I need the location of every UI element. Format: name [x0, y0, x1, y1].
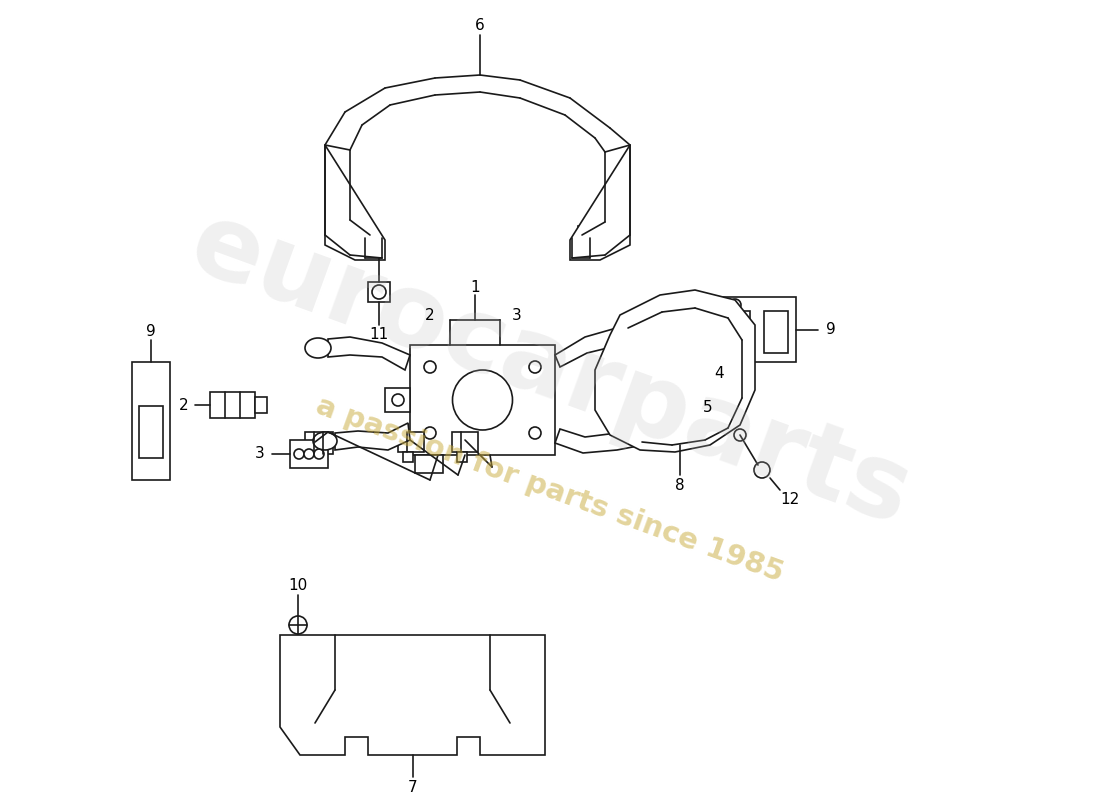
Text: 9: 9 [826, 322, 836, 337]
Text: 12: 12 [780, 493, 800, 507]
Bar [578, 226, 590, 248]
Text: 9: 9 [146, 325, 156, 339]
Polygon shape [638, 392, 676, 422]
Circle shape [452, 370, 513, 430]
Circle shape [289, 616, 307, 634]
Text: 3: 3 [512, 307, 521, 322]
Circle shape [754, 462, 770, 478]
Text: a passion for parts since 1985: a passion for parts since 1985 [312, 392, 788, 588]
Text: eurocarparts: eurocarparts [176, 193, 924, 547]
Circle shape [529, 427, 541, 439]
Bar [415, 455, 443, 473]
Circle shape [652, 399, 668, 415]
Bar [368, 282, 390, 302]
Text: 3: 3 [255, 446, 265, 462]
Circle shape [424, 361, 436, 373]
Polygon shape [595, 290, 755, 452]
Ellipse shape [640, 427, 666, 447]
Text: 11: 11 [370, 327, 388, 342]
Text: 10: 10 [288, 578, 308, 593]
Polygon shape [328, 337, 410, 370]
Bar [398, 432, 424, 452]
Bar [255, 397, 267, 413]
Ellipse shape [314, 432, 337, 450]
Text: 4: 4 [714, 366, 724, 382]
Bar [290, 440, 328, 468]
Polygon shape [556, 327, 645, 367]
Text: 1: 1 [470, 281, 480, 295]
Polygon shape [336, 423, 410, 450]
Circle shape [392, 394, 404, 406]
Text: 6: 6 [475, 18, 485, 33]
Bar [403, 452, 412, 462]
Circle shape [674, 370, 682, 378]
Circle shape [529, 361, 541, 373]
Circle shape [424, 427, 436, 439]
Circle shape [372, 285, 386, 299]
Bar [305, 454, 317, 464]
Bar [456, 452, 468, 462]
Circle shape [294, 449, 304, 459]
Circle shape [729, 299, 741, 311]
Text: 2: 2 [426, 307, 434, 322]
Bar [385, 388, 410, 412]
Bar [305, 432, 333, 454]
Bar [764, 311, 788, 353]
Ellipse shape [641, 326, 669, 348]
Bar [652, 360, 688, 388]
Bar [210, 392, 255, 418]
Polygon shape [324, 145, 385, 260]
Polygon shape [280, 635, 544, 755]
Text: 2: 2 [178, 398, 188, 413]
Bar [139, 406, 163, 458]
Polygon shape [556, 427, 644, 453]
Text: 7: 7 [408, 779, 417, 794]
Bar [132, 362, 170, 480]
Bar [718, 297, 796, 362]
Bar [452, 432, 478, 452]
Bar [410, 345, 556, 455]
Text: 8: 8 [675, 478, 685, 493]
Circle shape [656, 369, 666, 379]
Circle shape [734, 429, 746, 441]
Bar [362, 226, 374, 248]
Circle shape [674, 377, 682, 385]
Text: 5: 5 [703, 399, 713, 414]
Circle shape [304, 449, 313, 459]
Circle shape [609, 422, 622, 434]
Circle shape [657, 377, 665, 385]
Ellipse shape [305, 338, 331, 358]
Circle shape [314, 449, 324, 459]
Bar [726, 311, 750, 353]
Polygon shape [570, 145, 630, 260]
